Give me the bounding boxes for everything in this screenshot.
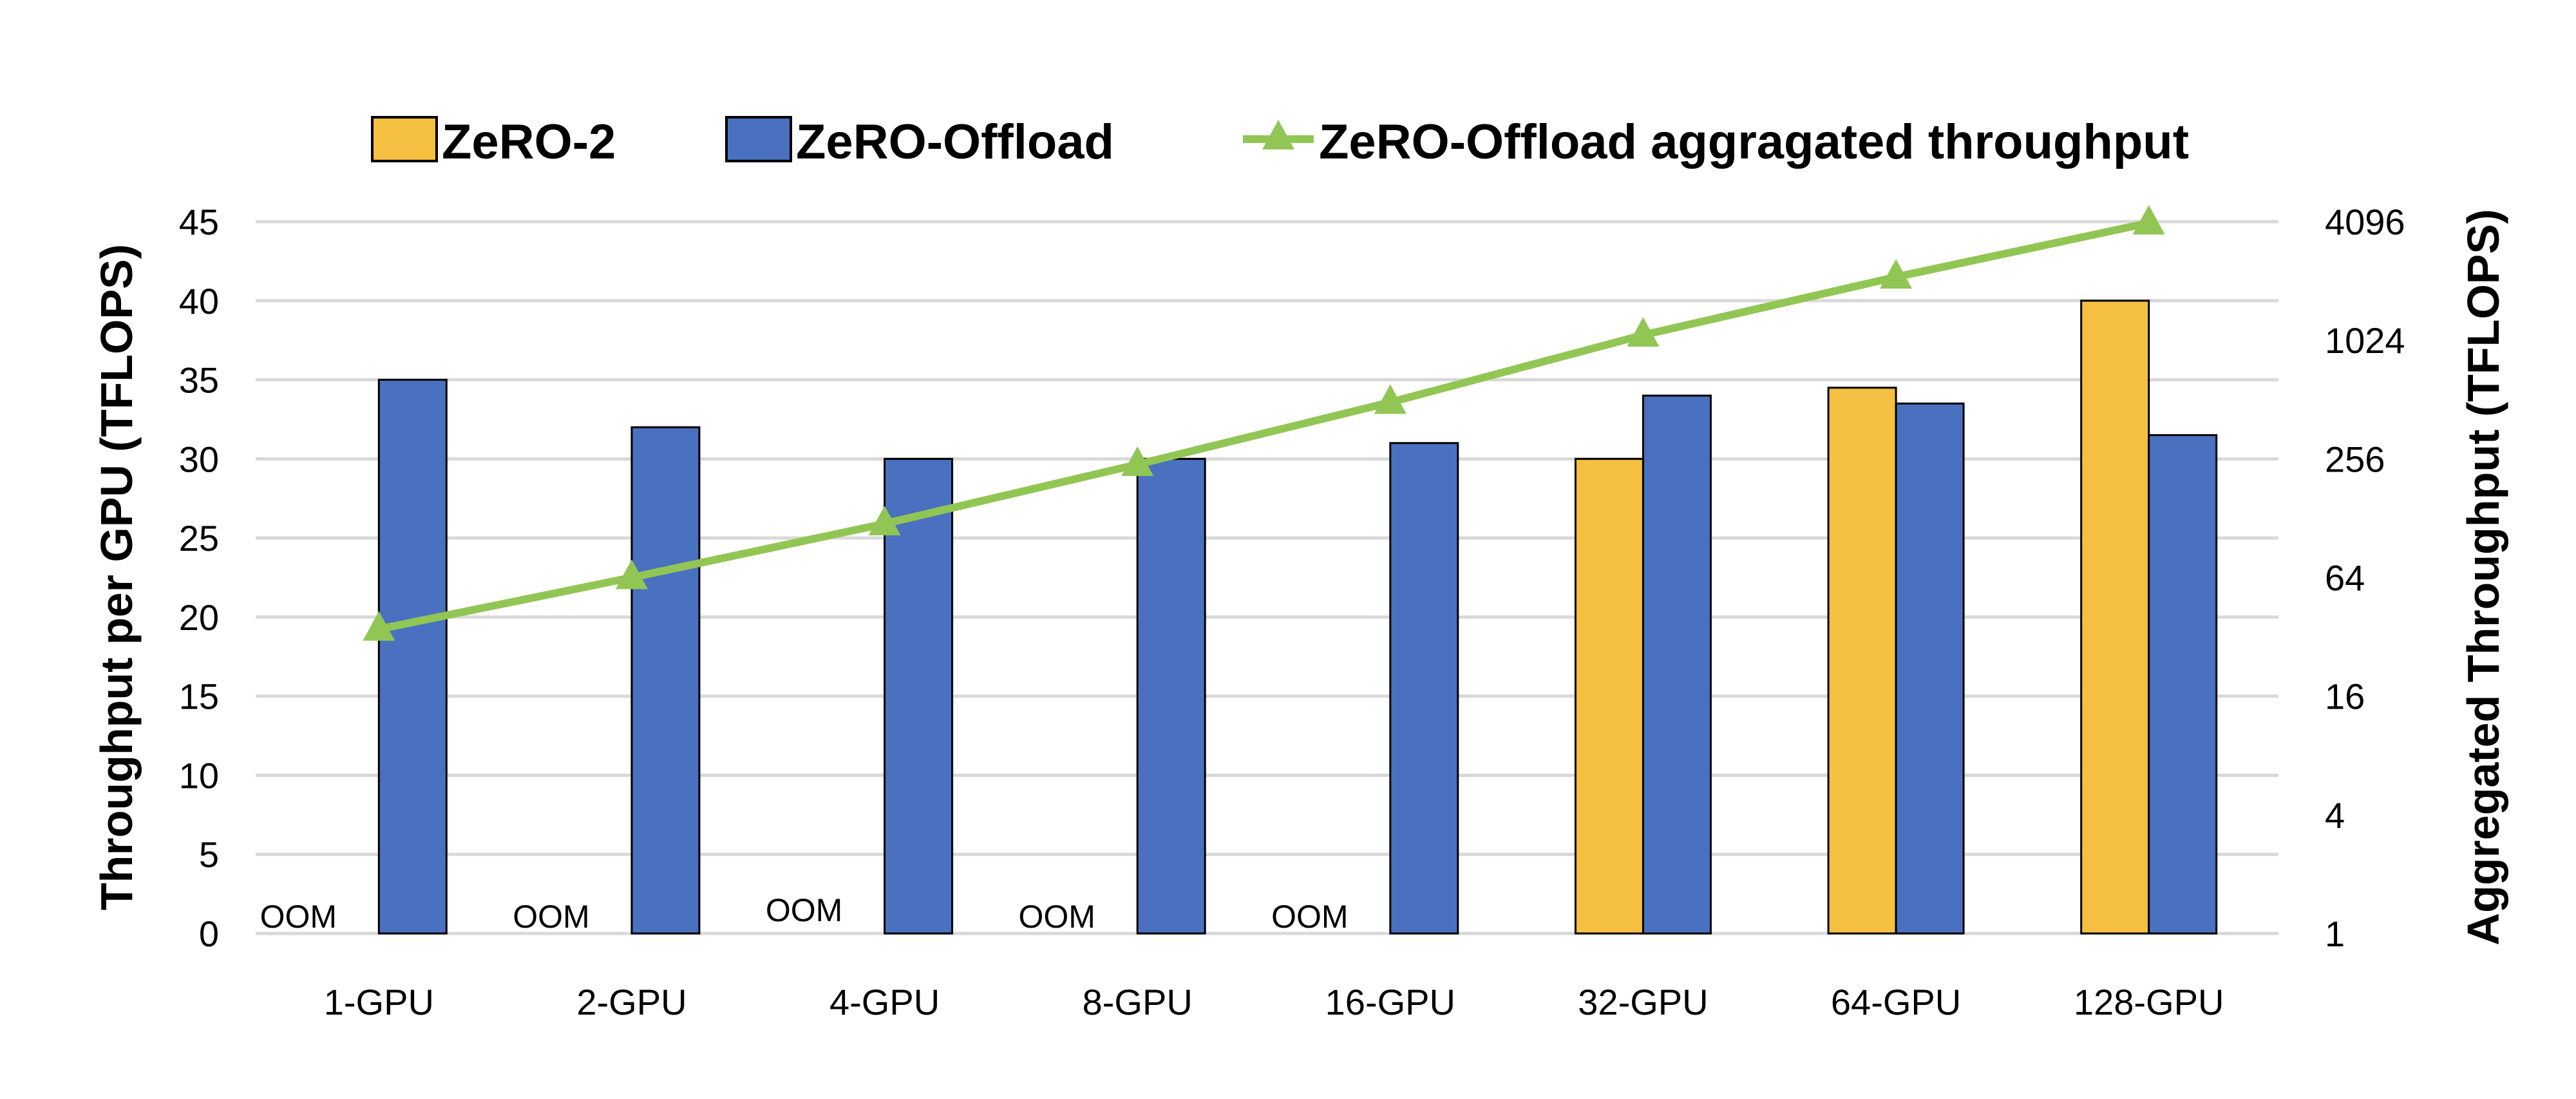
y-tick-label: 20 [179, 597, 219, 638]
y2-tick-label: 256 [2325, 439, 2385, 479]
x-tick-label: 128-GPU [2074, 982, 2224, 1022]
bar-zero-2 [1827, 387, 1897, 935]
triangle-marker [2132, 205, 2165, 235]
oom-label: OOM [766, 892, 842, 928]
y2-tick-label: 16 [2325, 676, 2365, 717]
legend-label-aggregated: ZeRO-Offload aggragated throughput [1319, 115, 2189, 169]
y2-tick-label: 4 [2325, 795, 2345, 836]
legend: ZeRO-2 ZeRO-Offload ZeRO-Offload aggragate… [371, 115, 2189, 169]
y-tick-label: 30 [179, 439, 219, 479]
triangle-marker [615, 559, 648, 589]
x-tick-label: 32-GPU [1578, 982, 1708, 1022]
oom-label: OOM [1271, 899, 1348, 935]
bar-zero-offload [2148, 434, 2218, 935]
bar-zero-offload [1389, 442, 1459, 935]
bars: OOM OOM OOM OOM OOM [260, 300, 2218, 935]
bar-zero-offload [1642, 394, 1712, 935]
bar-zero-offload [1895, 402, 1965, 935]
y2-tick-label: 1 [2325, 913, 2345, 954]
y-axis-title: Throughput per GPU (TFLOPS) [91, 244, 142, 910]
bar-zero-offload [884, 457, 954, 935]
x-tick-label: 4-GPU [829, 982, 940, 1022]
x-tick-label: 1-GPU [324, 982, 434, 1022]
y-tick-label: 40 [179, 281, 219, 321]
aggregated-throughput-line [378, 219, 2150, 633]
y-tick-label: 45 [179, 202, 219, 242]
triangle-marker [1121, 446, 1154, 476]
legend-label-zero-2: ZeRO-2 [442, 115, 616, 169]
y-tick-label: 25 [179, 518, 219, 559]
bar-zero-offload [630, 426, 701, 935]
y2-tick-label: 4096 [2325, 202, 2405, 242]
y-tick-label: 0 [199, 913, 219, 954]
bar-zero-2 [2080, 300, 2150, 935]
axis-ticks: 0 5 10 15 20 25 30 35 40 45 1 4 16 64 256 1024 4096 1-GPU… [179, 202, 2405, 1022]
y-tick-label: 35 [179, 360, 219, 401]
aggregated-line [363, 205, 2165, 641]
oom-label: OOM [1018, 899, 1095, 935]
y-tick-label: 15 [179, 676, 219, 717]
y2-tick-label: 64 [2325, 558, 2365, 598]
triangle-marker [1627, 317, 1660, 347]
x-tick-label: 64-GPU [1831, 982, 1961, 1022]
oom-label: OOM [513, 899, 589, 935]
triangle-marker [363, 611, 395, 641]
legend-swatch-zero-offload [725, 116, 792, 162]
y-tick-label: 5 [199, 834, 219, 875]
x-tick-label: 8-GPU [1083, 982, 1193, 1022]
bar-zero-offload [1136, 457, 1206, 935]
legend-label-zero-offload: ZeRO-Offload [796, 115, 1114, 169]
y2-axis-title: Aggregated Throughput (TFLOPS) [2458, 209, 2508, 945]
oom-label: OOM [260, 899, 337, 935]
bar-zero-2 [1574, 457, 1644, 935]
gridlines [256, 220, 2278, 935]
triangle-marker [868, 505, 901, 535]
y2-tick-label: 1024 [2325, 320, 2405, 361]
triangle-marker [1880, 258, 1913, 289]
triangle-marker [1374, 384, 1406, 414]
y-tick-label: 10 [179, 755, 219, 796]
legend-swatch-zero-2 [371, 116, 438, 162]
x-tick-label: 2-GPU [576, 982, 687, 1022]
x-tick-label: 16-GPU [1325, 982, 1455, 1022]
bar-zero-offload [377, 379, 448, 935]
legend-triangle-icon [1262, 120, 1294, 149]
